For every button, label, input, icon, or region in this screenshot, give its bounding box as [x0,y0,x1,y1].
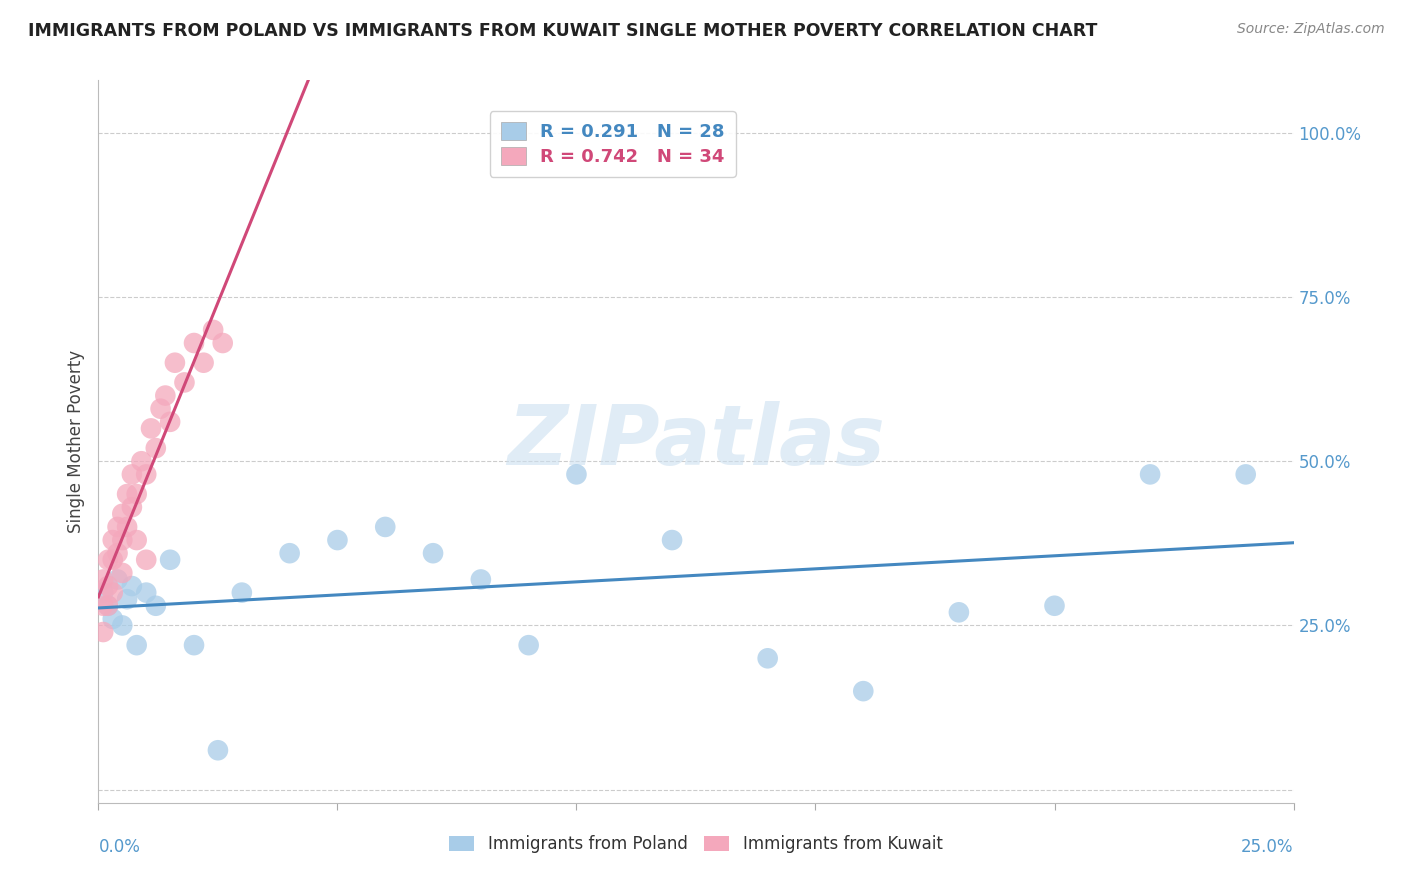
Point [91,599,114,613]
Point [121,500,143,515]
Point [756,651,779,665]
Point [145,441,167,455]
Point [422,546,444,560]
Point [183,638,205,652]
Point [517,638,540,652]
Text: Source: ZipAtlas.com: Source: ZipAtlas.com [1237,22,1385,37]
Point [145,599,167,613]
Point [107,520,129,534]
Point [948,605,970,619]
Point [111,533,134,547]
Text: ZIPatlas: ZIPatlas [508,401,884,482]
Point [1234,467,1257,482]
Point [135,467,157,482]
Point [111,618,134,632]
Point [107,573,129,587]
Point [97,599,120,613]
Point [661,533,683,547]
Point [91,625,114,640]
Point [101,612,124,626]
Point [115,520,138,534]
Point [852,684,875,698]
Point [97,553,120,567]
Point [107,546,129,560]
Point [211,336,233,351]
Point [91,585,114,599]
Point [135,553,157,567]
Point [135,585,157,599]
Point [125,487,148,501]
Point [278,546,301,560]
Point [202,323,225,337]
Point [131,454,153,468]
Y-axis label: Single Mother Poverty: Single Mother Poverty [66,350,84,533]
Point [159,415,181,429]
Point [183,336,205,351]
Point [101,585,124,599]
Text: IMMIGRANTS FROM POLAND VS IMMIGRANTS FROM KUWAIT SINGLE MOTHER POVERTY CORRELATI: IMMIGRANTS FROM POLAND VS IMMIGRANTS FRO… [28,22,1098,40]
Point [374,520,396,534]
Point [1139,467,1161,482]
Point [111,566,134,580]
Point [111,507,134,521]
Point [149,401,172,416]
Point [207,743,229,757]
Point [231,585,253,599]
Point [91,573,114,587]
Point [159,553,181,567]
Legend: Immigrants from Poland, Immigrants from Kuwait: Immigrants from Poland, Immigrants from … [443,828,949,860]
Text: 0.0%: 0.0% [98,838,141,855]
Point [163,356,186,370]
Point [1043,599,1066,613]
Point [155,388,177,402]
Point [115,487,138,501]
Point [121,467,143,482]
Text: 25.0%: 25.0% [1241,838,1294,855]
Point [125,533,148,547]
Point [121,579,143,593]
Point [125,638,148,652]
Point [97,599,120,613]
Point [326,533,349,547]
Point [101,533,124,547]
Point [193,356,215,370]
Point [173,376,195,390]
Point [101,553,124,567]
Point [470,573,492,587]
Point [565,467,588,482]
Point [115,592,138,607]
Point [139,421,162,435]
Point [97,579,120,593]
